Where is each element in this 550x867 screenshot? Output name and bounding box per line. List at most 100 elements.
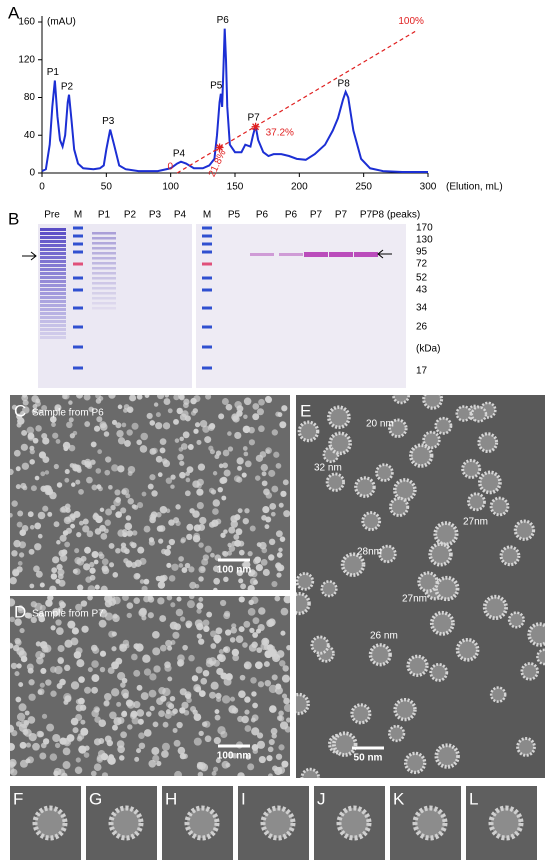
particle	[243, 451, 249, 457]
particle	[253, 579, 258, 585]
particle	[178, 447, 184, 452]
particle	[223, 469, 231, 477]
particle	[222, 462, 228, 469]
particle	[260, 558, 268, 566]
particle	[61, 549, 68, 556]
particle	[248, 439, 256, 446]
marker-label: 72	[416, 259, 428, 270]
particle	[213, 737, 221, 745]
particle	[252, 403, 260, 410]
particle	[256, 740, 266, 749]
x-tick-label: 250	[355, 182, 372, 193]
particle	[62, 747, 71, 756]
particle	[184, 805, 220, 841]
particle	[125, 699, 134, 707]
particle	[92, 646, 100, 654]
particle	[455, 637, 480, 662]
particle	[151, 747, 160, 756]
particle	[101, 558, 109, 566]
particle	[226, 550, 233, 556]
particle	[83, 563, 91, 571]
particle	[115, 511, 122, 518]
particle	[102, 567, 110, 575]
particle	[130, 561, 138, 569]
particle	[276, 552, 283, 558]
band	[92, 262, 116, 265]
particle	[278, 710, 284, 717]
particle	[39, 752, 47, 760]
particle	[200, 677, 208, 685]
particle	[50, 573, 58, 580]
particle	[422, 430, 441, 450]
particle	[160, 695, 167, 702]
particle	[98, 738, 105, 744]
particle	[406, 654, 429, 677]
particle	[139, 579, 145, 584]
particle	[26, 756, 34, 764]
ladder-band	[73, 366, 83, 370]
particle	[152, 754, 160, 763]
particle	[81, 459, 87, 465]
particle	[161, 750, 169, 758]
size-label: 32 nm	[314, 463, 342, 474]
particle	[375, 463, 394, 482]
particle	[57, 568, 65, 576]
band	[40, 264, 66, 267]
particle	[278, 547, 283, 553]
particle	[133, 701, 141, 709]
particle	[242, 517, 249, 525]
particle	[219, 599, 227, 607]
marker-label: 95	[416, 247, 428, 258]
particle	[17, 606, 25, 614]
inset-letter: F	[13, 789, 23, 808]
particle	[75, 395, 84, 399]
particle	[340, 552, 366, 577]
particle	[39, 604, 46, 611]
particle	[62, 395, 70, 400]
particle	[62, 761, 71, 770]
ladder-band	[73, 226, 83, 230]
particle	[216, 654, 224, 661]
particle	[165, 508, 171, 514]
particle	[354, 476, 376, 498]
particle	[101, 772, 109, 776]
particle	[429, 662, 449, 682]
particle	[20, 482, 27, 489]
ladder-band	[202, 234, 212, 238]
particle	[282, 479, 289, 486]
particle	[242, 446, 248, 451]
particle	[110, 504, 116, 511]
particle	[261, 471, 267, 477]
particle	[52, 556, 60, 564]
particle	[266, 755, 273, 762]
particle	[280, 490, 287, 497]
particle	[120, 507, 127, 514]
particle	[133, 669, 141, 677]
particle	[296, 692, 310, 716]
particle	[239, 674, 246, 681]
particle	[428, 542, 453, 567]
particle	[269, 705, 277, 713]
particle	[99, 666, 106, 673]
trace	[41, 28, 428, 174]
particle	[32, 742, 40, 751]
x-tick-label: 50	[101, 182, 113, 193]
particle	[89, 561, 95, 568]
particle	[53, 463, 59, 470]
particle	[125, 493, 131, 499]
particle	[238, 690, 246, 698]
particle	[20, 443, 28, 451]
particle	[233, 475, 241, 483]
particle	[143, 596, 150, 603]
particle	[93, 763, 102, 772]
particle	[89, 567, 96, 574]
particle	[186, 523, 194, 531]
particle	[253, 558, 260, 565]
particle	[137, 546, 145, 554]
particle	[19, 529, 27, 537]
particle	[212, 471, 218, 476]
particle	[103, 431, 110, 437]
size-label: 20 nm	[366, 419, 394, 430]
particle	[104, 519, 111, 526]
